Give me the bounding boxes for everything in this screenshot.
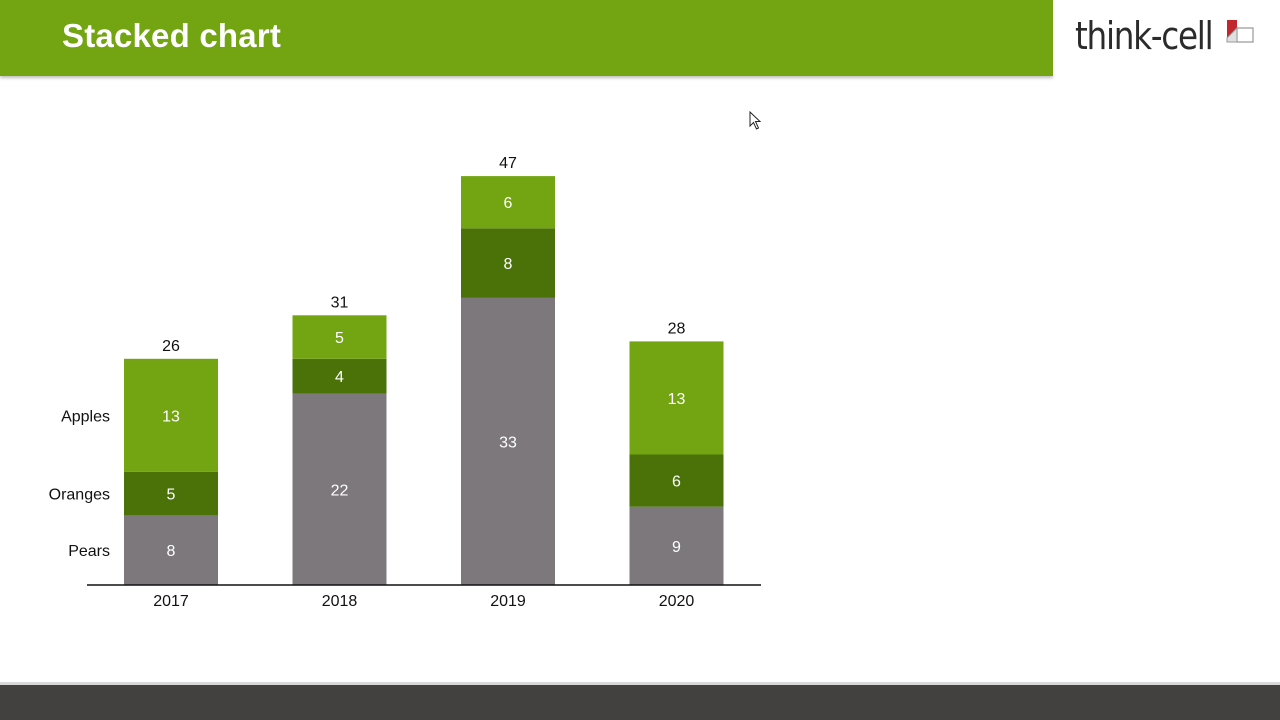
bar-segment-pears-2017 [124,515,218,585]
data-label-oranges-2017: 5 [167,487,176,504]
bar-segment-pears-2018 [292,393,387,585]
data-label-oranges-2020: 6 [672,474,681,491]
data-label-oranges-2019: 8 [504,256,513,273]
category-label-2019: 2019 [490,593,526,610]
data-label-apples-2020: 13 [668,391,686,408]
series-label-apples: Apples [61,408,110,425]
category-label-2020: 2020 [659,593,695,610]
logo-mark-icon [1226,20,1254,43]
footer-divider [0,682,1280,685]
series-label-pears: Pears [68,543,110,560]
data-label-pears-2019: 33 [499,434,517,451]
data-label-apples-2019: 6 [504,195,513,212]
bar-segment-pears-2019 [461,297,555,585]
total-label-2020: 28 [668,320,686,337]
bar-segment-apples-2019 [461,176,555,229]
header-band: Stacked chart [0,0,1053,76]
total-label-2018: 31 [331,294,349,311]
bar-segment-oranges-2018 [292,358,387,394]
slide-title: Stacked chart [62,17,282,54]
bar-segment-apples-2017 [124,358,218,472]
bar-segment-oranges-2020 [629,454,724,507]
data-label-apples-2018: 5 [335,330,344,347]
data-label-pears-2017: 8 [167,543,176,560]
bar-segment-oranges-2019 [461,228,555,298]
bar-segment-apples-2018 [292,315,387,359]
data-label-apples-2017: 13 [162,408,180,425]
footer-bar [0,685,1280,720]
bar-segment-pears-2020 [629,506,724,585]
category-label-2018: 2018 [322,593,358,610]
data-label-oranges-2018: 4 [335,369,344,386]
series-label-oranges: Oranges [49,487,110,504]
logo: think-cell [1053,0,1280,76]
bar-segment-apples-2020 [629,341,724,455]
logo-text: think-cell [1075,14,1214,58]
data-label-pears-2018: 22 [331,482,349,499]
total-label-2019: 47 [499,155,517,172]
mouse-cursor-icon [749,111,762,130]
bar-segment-oranges-2017 [124,471,218,516]
total-label-2017: 26 [162,338,180,355]
category-label-2017: 2017 [153,593,189,610]
data-label-pears-2020: 9 [672,539,681,556]
